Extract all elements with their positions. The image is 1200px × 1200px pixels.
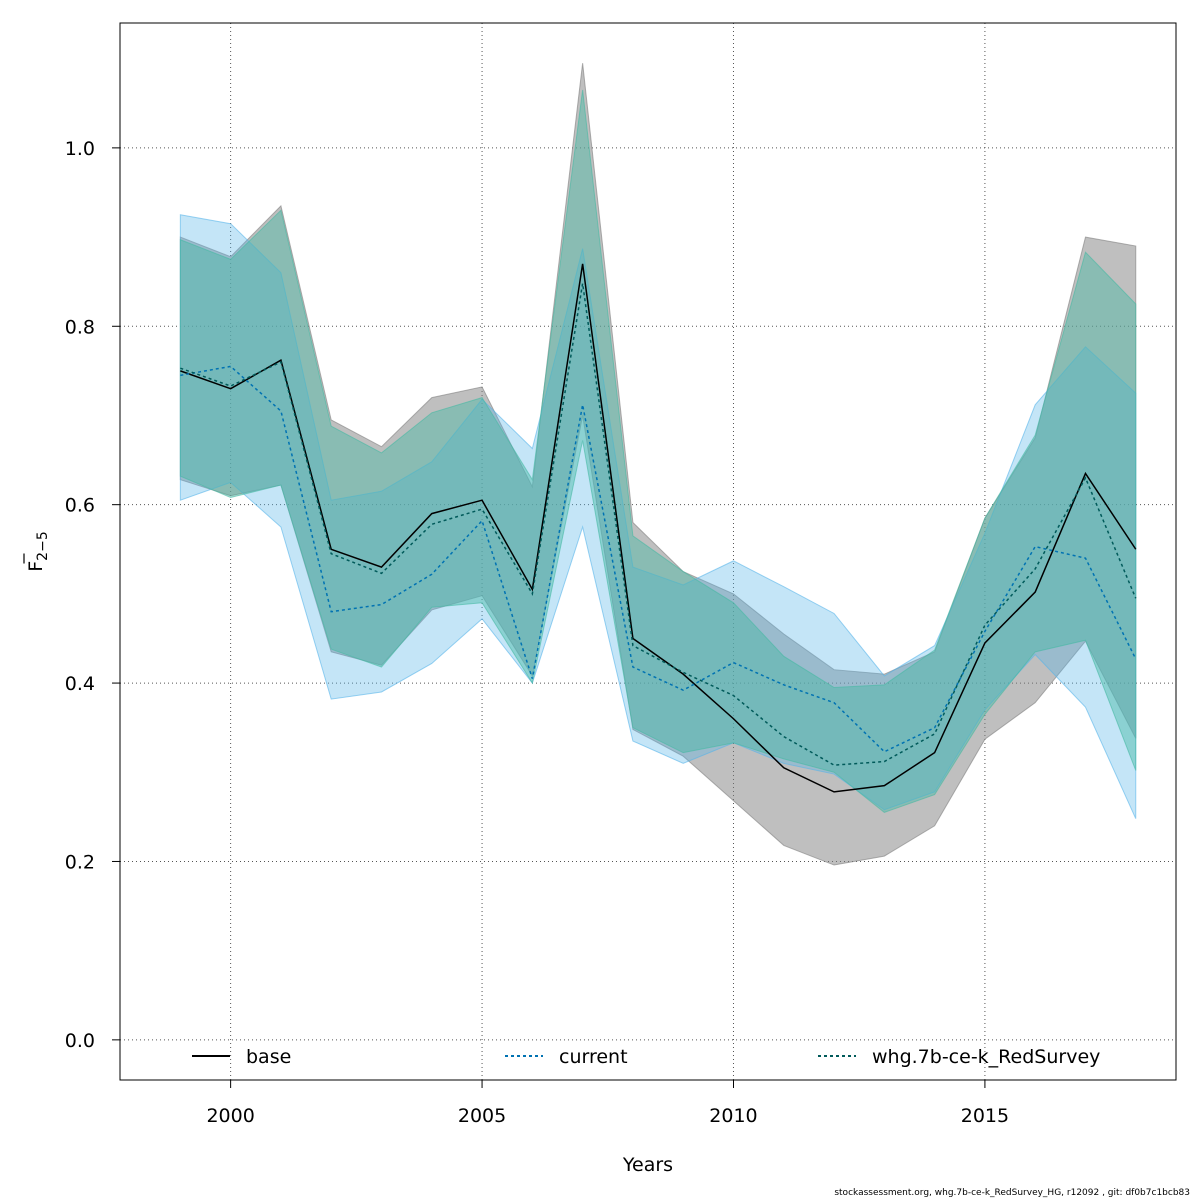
y-tick-label: 1.0: [65, 138, 95, 160]
y-tick-label: 0.0: [65, 1030, 95, 1052]
band-current: [179, 214, 1137, 819]
x-axis-title: Years: [622, 1154, 673, 1176]
y-axis-title-main: F: [25, 561, 47, 572]
plot-frame: [119, 22, 1177, 1081]
band-whg.7b-ce-k_RedSurvey: [179, 89, 1137, 813]
y-tick-label: 0.8: [65, 316, 95, 338]
y-tick-label: 0.6: [65, 495, 95, 517]
y-tick-label: 0.4: [65, 673, 95, 695]
series-lines: [180, 263, 1137, 793]
footer-caption: stockassessment.org, whg.7b-ce-k_RedSurv…: [834, 1188, 1190, 1198]
svg-text:F2−5: F2−5: [25, 531, 51, 571]
line-base: [180, 263, 1137, 793]
grid: [120, 23, 1176, 1080]
x-axis: 2000 2005 2010 2015: [206, 1080, 1009, 1127]
confidence-bands: [179, 63, 1137, 866]
y-tick-label: 0.2: [65, 851, 95, 873]
y-axis-title-subscript: 2−5: [35, 531, 51, 561]
legend-label-whg.7b-ce-k_RedSurvey: whg.7b-ce-k_RedSurvey: [872, 1046, 1100, 1068]
x-tick-label: 2000: [206, 1105, 254, 1127]
x-tick-label: 2010: [709, 1105, 757, 1127]
legend: base current whg.7b-ce-k_RedSurvey: [192, 1046, 1100, 1068]
y-axis-title: F2−5: [23, 531, 51, 572]
x-tick-label: 2005: [458, 1105, 506, 1127]
legend-label-base: base: [246, 1046, 291, 1068]
line-whg.7b-ce-k_RedSurvey: [180, 283, 1137, 766]
x-tick-label: 2015: [961, 1105, 1009, 1127]
legend-label-current: current: [559, 1046, 628, 1068]
line-current: [180, 365, 1137, 753]
y-axis: 0.0 0.2 0.4 0.6 0.8 1.0: [65, 138, 120, 1052]
